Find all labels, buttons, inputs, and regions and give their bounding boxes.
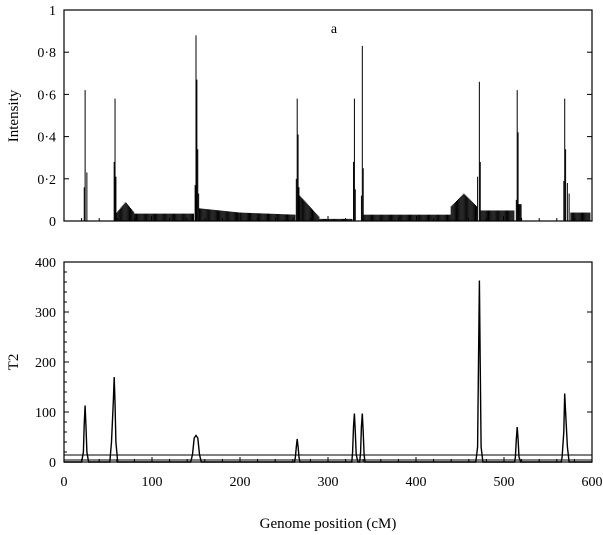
- t2-x-tick-label: 100: [142, 475, 163, 490]
- intensity-x-ticks: [63, 216, 593, 221]
- t2-series: [64, 280, 592, 463]
- intensity-y-ticks: 0 0·2 0·4 0·6 0·8 1: [37, 4, 592, 230]
- intensity-y-tick-label: 0·8: [37, 46, 56, 61]
- t2-y-tick-label: 100: [35, 406, 56, 421]
- intensity-plot-frame: [63, 9, 593, 222]
- t2-x-tick-label: 200: [230, 475, 251, 490]
- intensity-y-tick-label: 0·2: [37, 173, 56, 188]
- t2-x-ticks: 0 100 200 300 400 500 600: [61, 457, 603, 490]
- intensity-y-tick-label: 0·4: [37, 131, 56, 146]
- t2-plot-frame: [63, 261, 593, 463]
- t2-y-tick-label: 400: [35, 256, 56, 271]
- t2-x-tick-label: 400: [406, 475, 427, 490]
- t2-y-tick-label: 0: [49, 456, 56, 471]
- intensity-y-tick-label: 0: [49, 215, 56, 230]
- t2-x-tick-label: 300: [318, 475, 339, 490]
- panel-label-a: a: [331, 22, 338, 37]
- intensity-panel: 0 0·2 0·4 0·6 0·8 1 a Intensity: [6, 4, 593, 230]
- t2-y-tick-label: 300: [35, 306, 56, 321]
- t2-y-axis-label: T2: [6, 354, 22, 371]
- t2-y-ticks: 0 100 200 300 400: [35, 256, 592, 471]
- intensity-y-axis-label: Intensity: [6, 89, 22, 142]
- t2-line: [64, 280, 592, 463]
- t2-x-tick-label: 600: [582, 475, 603, 490]
- intensity-y-tick-label: 0·6: [37, 88, 56, 103]
- t2-y-tick-label: 200: [35, 356, 56, 371]
- t2-x-tick-label: 500: [494, 475, 515, 490]
- intensity-y-tick-label: 1: [49, 4, 56, 19]
- intensity-bars: [83, 35, 591, 221]
- x-axis-label: Genome position (cM): [260, 516, 397, 532]
- t2-panel: 0 100 200 300 400 0 100 200 300 400 500 600 T2 Gen…: [6, 256, 603, 532]
- t2-x-tick-label: 0: [61, 475, 68, 490]
